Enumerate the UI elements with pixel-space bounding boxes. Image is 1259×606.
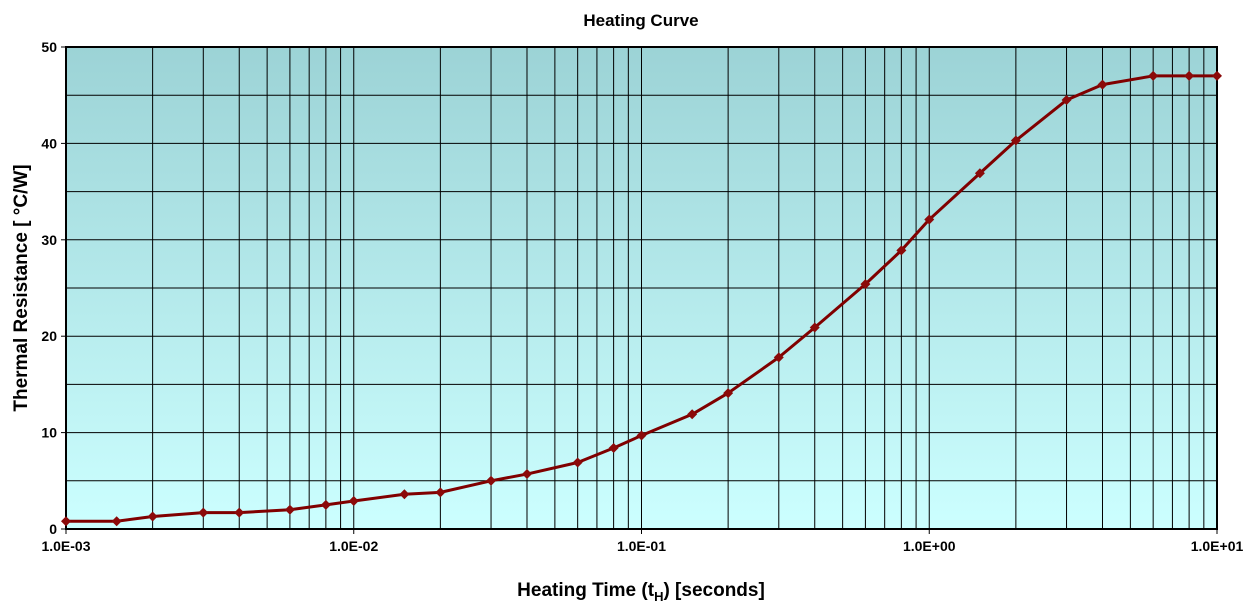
data-point [521, 469, 532, 480]
data-point [198, 507, 209, 518]
data-point [723, 388, 734, 399]
y-tick-label: 20 [41, 328, 57, 344]
data-point [284, 504, 295, 515]
data-point [860, 279, 871, 290]
x-tick-label: 1.0E+01 [1191, 538, 1244, 554]
y-tick-label: 40 [41, 135, 57, 151]
data-point [773, 352, 784, 363]
data-point [1184, 70, 1195, 81]
data-point [1212, 70, 1222, 81]
x-axis-label: Heating Time (tH) [seconds] [517, 580, 765, 604]
data-point [687, 409, 698, 420]
data-point [572, 457, 583, 468]
y-tick-label: 30 [41, 232, 57, 248]
data-point [608, 443, 619, 454]
data-point [147, 511, 158, 522]
x-tick-label: 1.0E-03 [41, 538, 90, 554]
data-point [636, 430, 647, 441]
y-tick-label: 0 [49, 521, 57, 537]
marks [61, 70, 1222, 527]
x-label-part: Heating Time (t [517, 580, 655, 601]
data-point [111, 516, 122, 527]
data-point [61, 516, 71, 527]
data-point [924, 214, 935, 225]
y-axis-label: Thermal Resistance [ °C/W] [11, 164, 32, 411]
x-tick-label: 1.0E-02 [329, 538, 378, 554]
data-point [1097, 79, 1108, 90]
plot-border [65, 46, 1218, 530]
data-point [1061, 95, 1072, 106]
data-point [435, 487, 446, 498]
data-point [486, 475, 497, 486]
y-tick-label: 10 [41, 425, 57, 441]
data-point [399, 489, 410, 500]
data-point [974, 168, 985, 179]
data-point [1010, 135, 1021, 146]
x-label-part: ) [seconds] [663, 580, 764, 601]
grid [61, 46, 1218, 534]
data-point [1148, 70, 1159, 81]
data-point [896, 245, 907, 256]
data-point [234, 507, 245, 518]
data-point [320, 499, 331, 510]
x-tick-label: 1.0E-01 [617, 538, 666, 554]
y-tick-label: 50 [41, 39, 57, 55]
chart-title: Heating Curve [583, 11, 698, 30]
data-point [809, 322, 820, 333]
x-tick-label: 1.0E+00 [903, 538, 956, 554]
data-point [348, 496, 359, 507]
x-label-sub: H [654, 589, 663, 604]
